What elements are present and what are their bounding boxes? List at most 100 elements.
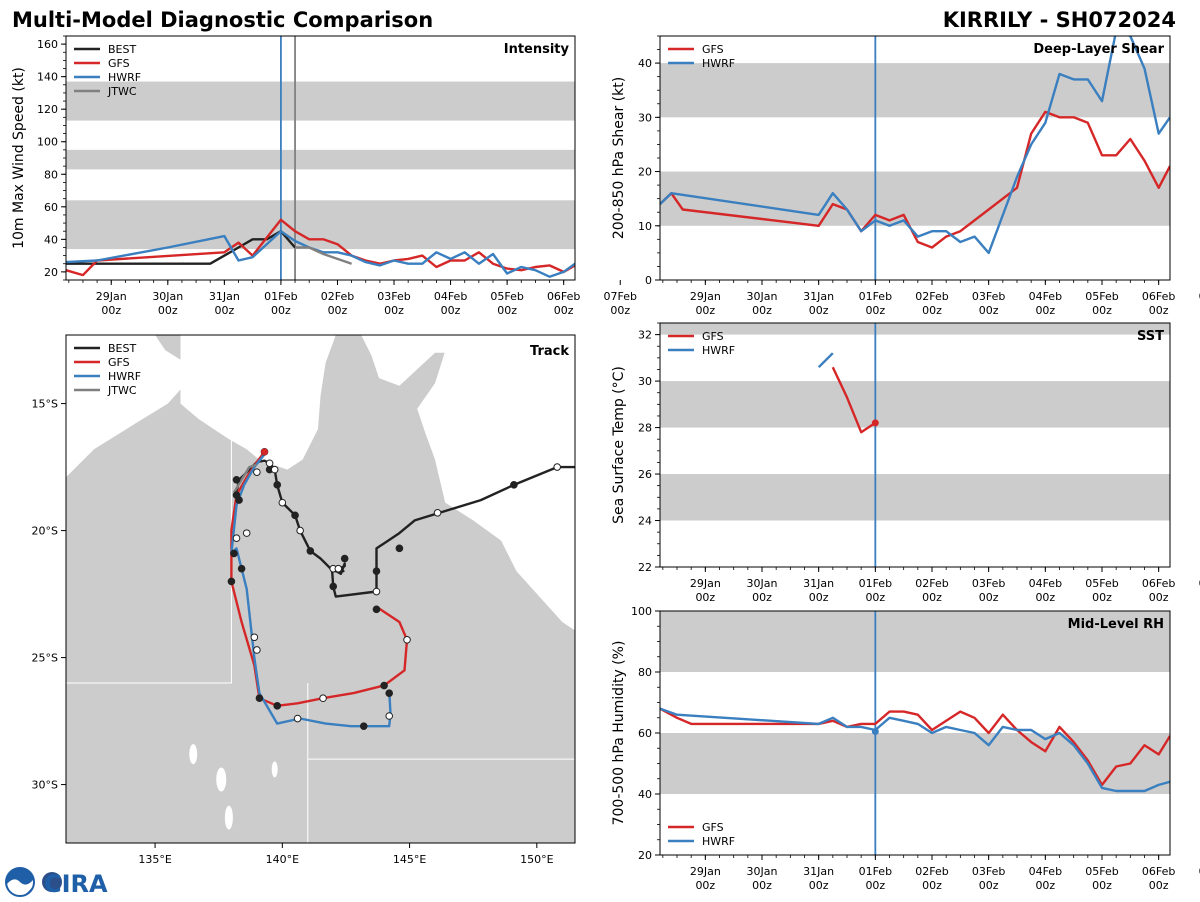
sst-xtick-hour: 00z xyxy=(979,591,999,604)
sst-xtick-day: 04Feb xyxy=(1029,577,1062,590)
shear-xtick-hour: 00z xyxy=(1035,304,1055,317)
rh-band-1 xyxy=(660,611,1170,672)
track-marker-best xyxy=(553,463,561,471)
sst-xtick-hour: 00z xyxy=(865,591,885,604)
shear-band-1 xyxy=(660,63,1170,118)
sst-xtick-day: 06Feb xyxy=(1142,577,1175,590)
intensity-ylabel: 10m Max Wind Speed (kt) xyxy=(11,67,27,249)
rh-xtick-hour: 00z xyxy=(809,879,829,892)
track-marker-hwrf xyxy=(385,689,394,697)
track-marker-gfs xyxy=(255,694,264,703)
sst-band-1 xyxy=(660,381,1170,428)
track-marker-best xyxy=(334,564,343,573)
track-map-area xyxy=(66,335,575,843)
intensity-xtick-hour: 00z xyxy=(554,304,574,317)
track-xtick-label: 145°E xyxy=(393,853,426,866)
intensity-ytick-label: 40 xyxy=(44,233,58,246)
intensity-xtick-day: 31Jan xyxy=(209,290,240,303)
intensity-series-jtwc xyxy=(295,246,352,265)
sst-ytick-label: 22 xyxy=(638,561,652,574)
legend-label-gfs: GFS xyxy=(108,57,130,70)
shear-xtick-day: 01Feb xyxy=(859,290,892,303)
sst-ytick-label: 30 xyxy=(638,375,652,388)
rh-xtick-hour: 00z xyxy=(1149,879,1169,892)
rh-xtick-day: 01Feb xyxy=(859,865,892,878)
cira-logo: CIRA xyxy=(4,866,114,898)
shear-xtick-day: 29Jan xyxy=(690,290,721,303)
sst-panel: 22242628303229Jan00z30Jan00z31Jan00z01Fe… xyxy=(611,322,1200,604)
track-marker-best xyxy=(340,554,349,563)
rh-ylabel: 700-500 hPa Humidity (%) xyxy=(611,641,627,826)
inland-lake-3 xyxy=(224,805,233,830)
intensity-xtick-day: 07Feb xyxy=(604,290,637,303)
sst-band-0 xyxy=(660,474,1170,521)
rh-ytick-label: 80 xyxy=(638,666,652,679)
track-marker-gfs xyxy=(319,694,327,703)
intensity-ytick-label: 160 xyxy=(37,38,58,51)
rh-panel: 2040608010029Jan00z30Jan00z31Jan00z01Feb… xyxy=(611,605,1200,892)
sst-xtick-hour: 00z xyxy=(752,591,772,604)
shear-ytick-label: 10 xyxy=(638,220,652,233)
intensity-xtick-hour: 00z xyxy=(441,304,461,317)
sst-series-gfs xyxy=(831,366,876,434)
rh-xtick-day: 31Jan xyxy=(803,865,834,878)
shear-ytick-label: 30 xyxy=(638,111,652,124)
rh-xtick-hour: 00z xyxy=(695,879,715,892)
logo-text: CIRA xyxy=(44,870,108,898)
sst-ytick-label: 26 xyxy=(638,468,652,481)
track-panel: 135°E 140°E 145°E 150°E 15°S 20°S 25°S 30°S Trac… xyxy=(32,334,576,866)
track-ytick-label: 25°S xyxy=(32,652,58,665)
intensity-xtick-day: 03Feb xyxy=(377,290,410,303)
rh-xtick-hour: 00z xyxy=(865,879,885,892)
intensity-xtick-day: 29Jan xyxy=(96,290,127,303)
sst-xtick-hour: 00z xyxy=(695,591,715,604)
intensity-xtick-hour: 00z xyxy=(497,304,517,317)
track-marker-gfs xyxy=(403,636,411,644)
legend-label-gfs: GFS xyxy=(702,43,724,56)
track-marker-best xyxy=(291,511,299,520)
track-ytick-label: 15°S xyxy=(32,398,58,411)
shear-xtick-hour: 00z xyxy=(752,304,772,317)
rh-hwrf-point xyxy=(871,727,879,735)
track-marker-hwrf xyxy=(385,712,394,720)
sst-ytick-label: 28 xyxy=(638,422,652,435)
coral-sea xyxy=(417,335,575,631)
shear-xtick-day: 02Feb xyxy=(915,290,948,303)
storm-title: KIRRILY - SH072024 xyxy=(943,8,1176,32)
rh-xtick-day: 30Jan xyxy=(747,865,778,878)
shear-ylabel: 200-850 hPa Shear (kt) xyxy=(611,77,627,239)
intensity-band-2 xyxy=(66,81,575,121)
inland-lake-1 xyxy=(216,767,227,792)
intensity-xtick-day: 04Feb xyxy=(434,290,467,303)
track-marker-best xyxy=(372,587,381,596)
track-gfs-start xyxy=(261,448,269,456)
sst-xtick-hour: 00z xyxy=(922,591,942,604)
rh-xtick-hour: 00z xyxy=(1092,879,1112,892)
rh-xtick-hour: 00z xyxy=(979,879,999,892)
sst-axes-frame xyxy=(659,322,1171,568)
intensity-xtick-hour: 00z xyxy=(101,304,121,317)
rh-plot-area xyxy=(660,611,1170,855)
track-marker-best xyxy=(232,475,241,484)
intensity-series-hwrf xyxy=(66,229,575,278)
track-marker-best xyxy=(273,481,282,489)
sst-xtick-day: 05Feb xyxy=(1085,577,1118,590)
intensity-xtick-day: 01Feb xyxy=(264,290,297,303)
sst-gfs-end-point xyxy=(871,419,879,427)
legend-label-hwrf: HWRF xyxy=(108,71,141,84)
track-marker-hwrf xyxy=(250,633,259,642)
sst-xtick-day: 03Feb xyxy=(972,577,1005,590)
intensity-xtick-hour: 00z xyxy=(214,304,234,317)
main-title: Multi-Model Diagnostic Comparison xyxy=(12,8,433,32)
track-marker-best xyxy=(372,567,381,576)
intensity-band-0 xyxy=(66,200,575,250)
shear-xtick-hour: 00z xyxy=(1092,304,1112,317)
sst-series-hwrf xyxy=(817,352,834,369)
track-marker-gfs xyxy=(273,702,282,710)
track-marker-best xyxy=(395,544,404,553)
shear-panel: 01020304029Jan00z30Jan00z31Jan00z01Feb00… xyxy=(611,35,1200,317)
track-marker-best xyxy=(296,526,304,535)
intensity-ytick-label: 100 xyxy=(37,136,58,149)
legend-label-hwrf: HWRF xyxy=(108,370,141,383)
